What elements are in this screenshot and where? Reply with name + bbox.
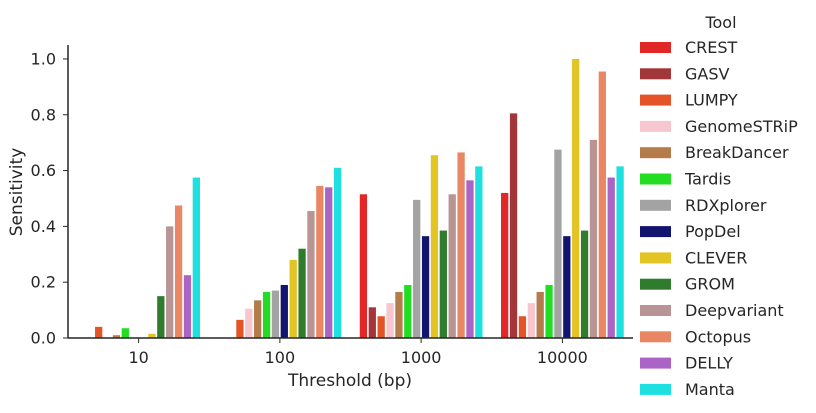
legend-label-crest: CREST xyxy=(685,38,738,57)
x-ticks-group: 10 100 1000 10000 xyxy=(128,338,588,367)
bar-clever-10 xyxy=(148,333,156,338)
x-tick-label: 10000 xyxy=(537,348,588,367)
bar-grom-100 xyxy=(298,248,306,338)
legend-label-grom: GROM xyxy=(685,275,735,294)
bar-delly-10000 xyxy=(607,177,615,338)
bar-deepvariant-1000 xyxy=(448,194,456,338)
legend-swatch-genomestrip xyxy=(640,120,671,132)
legend-label-delly: DELLY xyxy=(685,354,733,373)
legend: Tool CREST GASV LUMPY GenomeSTRiP BreakDance… xyxy=(640,13,798,399)
y-axis-title: Sensitivity xyxy=(7,148,27,237)
legend-swatch-octopus xyxy=(640,331,671,343)
bar-popdel-10000 xyxy=(563,236,571,338)
bar-crest-1000 xyxy=(359,194,368,338)
bar-lumpy-1000 xyxy=(377,316,385,338)
bar-manta-10 xyxy=(192,177,200,338)
legend-title: Tool xyxy=(704,13,736,32)
bar-lumpy-10 xyxy=(95,326,103,338)
bar-breakdancer-10000 xyxy=(536,291,544,338)
legend-label-popdel: PopDel xyxy=(685,222,741,241)
x-axis-title: Threshold (bp) xyxy=(287,371,412,391)
legend-swatch-breakdancer xyxy=(640,147,671,159)
bar-gasv-10000 xyxy=(509,113,518,339)
legend-swatch-rdxplorer xyxy=(640,199,671,211)
bar-deepvariant-100 xyxy=(307,211,315,338)
y-tick-label: 0.4 xyxy=(31,217,56,236)
y-tick-label: 0.0 xyxy=(31,329,56,348)
bar-grom-10000 xyxy=(580,230,589,338)
legend-swatch-manta xyxy=(640,383,671,395)
bar-tardis-100 xyxy=(262,291,271,338)
bar-delly-100 xyxy=(325,187,333,338)
legend-swatch-tardis xyxy=(640,173,671,185)
bar-genomestrip-1000 xyxy=(386,303,394,338)
bar-rdxplorer-1000 xyxy=(413,199,421,338)
bar-grom-1000 xyxy=(439,230,447,338)
legend-swatch-crest xyxy=(640,42,671,53)
bar-octopus-1000 xyxy=(457,152,465,338)
bar-lumpy-100 xyxy=(236,319,244,338)
bar-rdxplorer-100 xyxy=(271,290,280,338)
bar-octopus-100 xyxy=(316,185,324,338)
legend-swatch-clever xyxy=(640,252,671,264)
bar-popdel-100 xyxy=(280,284,288,338)
legend-label-deepvariant: Deepvariant xyxy=(685,301,784,320)
bar-gasv-1000 xyxy=(368,307,376,338)
bar-clever-1000 xyxy=(430,155,439,338)
bar-tardis-10 xyxy=(121,328,129,338)
bars-group xyxy=(95,58,624,339)
bar-genomestrip-100 xyxy=(245,308,253,338)
legend-swatch-grom xyxy=(640,278,671,290)
y-tick-label: 0.6 xyxy=(31,161,56,180)
y-tick-label: 0.8 xyxy=(31,105,56,124)
bar-manta-100 xyxy=(333,167,342,338)
bar-delly-1000 xyxy=(466,180,474,338)
y-ticks-group: 0.0 0.2 0.4 0.6 0.8 1.0 xyxy=(31,49,68,348)
legend-label-lumpy: LUMPY xyxy=(685,91,738,110)
bar-breakdancer-1000 xyxy=(395,291,403,338)
y-tick-label: 0.2 xyxy=(31,273,56,292)
bar-breakdancer-100 xyxy=(254,300,262,338)
x-tick-label: 1000 xyxy=(401,348,442,367)
bar-lumpy-10000 xyxy=(518,316,527,338)
legend-label-gasv: GASV xyxy=(685,64,730,83)
bar-tardis-10000 xyxy=(545,284,553,338)
axes-group xyxy=(67,45,633,339)
x-tick-label: 100 xyxy=(265,348,296,367)
legend-label-breakdancer: BreakDancer xyxy=(685,143,789,162)
bar-rdxplorer-10000 xyxy=(554,149,562,338)
x-tick-label: 10 xyxy=(128,348,148,367)
bar-octopus-10 xyxy=(174,205,183,338)
legend-swatch-deepvariant xyxy=(640,305,671,316)
bar-manta-10000 xyxy=(616,166,624,338)
bar-deepvariant-10 xyxy=(166,226,174,338)
legend-swatch-gasv xyxy=(640,68,671,80)
bar-tardis-1000 xyxy=(404,284,412,338)
bar-clever-100 xyxy=(289,259,297,338)
legend-swatch-popdel xyxy=(640,226,671,238)
bar-octopus-10000 xyxy=(598,71,606,338)
legend-label-tardis: Tardis xyxy=(684,170,731,189)
legend-label-manta: Manta xyxy=(685,380,735,399)
bar-manta-1000 xyxy=(475,166,483,338)
legend-label-clever: CLEVER xyxy=(685,248,747,267)
legend-swatch-lumpy xyxy=(640,94,671,106)
legend-swatch-delly xyxy=(640,357,671,369)
bar-popdel-1000 xyxy=(421,236,430,338)
bar-crest-10000 xyxy=(501,192,509,338)
bar-breakdancer-10 xyxy=(112,335,121,338)
bar-genomestrip-10000 xyxy=(527,303,535,338)
legend-label-genomestrip: GenomeSTRiP xyxy=(685,117,798,136)
bar-deepvariant-10000 xyxy=(589,139,598,338)
bar-grom-10 xyxy=(157,296,165,338)
bar-clever-10000 xyxy=(572,58,580,338)
y-tick-label: 1.0 xyxy=(31,49,56,68)
bar-delly-10 xyxy=(183,275,192,338)
legend-label-octopus: Octopus xyxy=(685,327,751,346)
legend-label-rdxplorer: RDXplorer xyxy=(685,196,767,215)
